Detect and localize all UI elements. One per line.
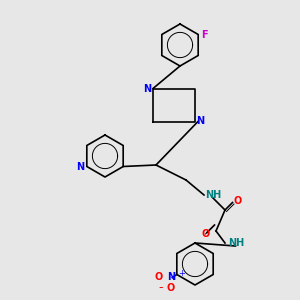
Text: F: F [201, 29, 208, 40]
Text: N: N [167, 272, 175, 283]
Text: +: + [178, 268, 185, 278]
Text: N: N [196, 116, 205, 127]
Text: O: O [201, 229, 209, 239]
Text: O: O [234, 196, 242, 206]
Text: N: N [76, 161, 84, 172]
Text: O: O [155, 272, 163, 283]
Text: NH: NH [228, 238, 244, 248]
Text: NH: NH [206, 190, 222, 200]
Text: -: - [158, 281, 163, 295]
Text: N: N [143, 83, 152, 94]
Text: O: O [167, 283, 175, 293]
